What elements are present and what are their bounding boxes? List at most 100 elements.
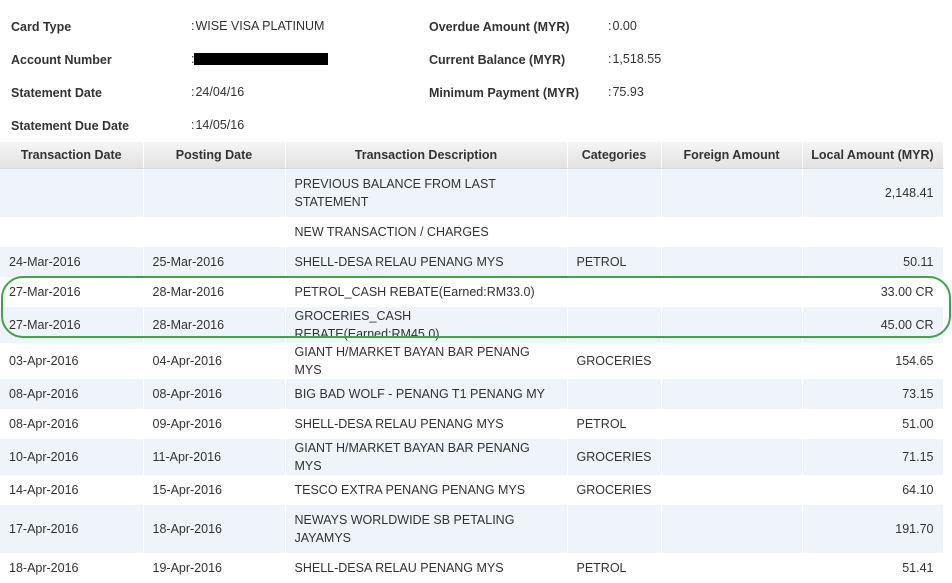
posting-date-cell: 15-Apr-2016	[143, 474, 286, 505]
foreign-amount-cell	[661, 438, 803, 475]
statement-date-label: Statement Date	[11, 86, 102, 100]
description-cell: GIANT H/MARKET BAYAN BAR PENANG MYS	[285, 342, 568, 379]
transaction-date-cell: 27-Mar-2016	[0, 306, 144, 343]
transaction-date-cell: 18-Apr-2016	[0, 552, 144, 583]
category-cell: PETROL	[567, 246, 662, 277]
transaction-date-cell: 08-Apr-2016	[0, 408, 144, 439]
minimum-payment-label: Minimum Payment (MYR)	[429, 86, 580, 100]
description-cell: GIANT H/MARKET BAYAN BAR PENANG MYS	[285, 438, 568, 475]
transaction-date-cell: 10-Apr-2016	[0, 438, 144, 475]
transaction-date-cell: 03-Apr-2016	[0, 342, 144, 379]
table-header-row: Transaction Date Posting Date Transactio…	[0, 142, 944, 169]
overdue-amount-value: 0.00	[608, 19, 636, 33]
description-cell: SHELL-DESA RELAU PENANG MYS	[285, 246, 568, 277]
table-row: 27-Mar-2016 28-Mar-2016 GROCERIES_CASH R…	[0, 306, 944, 343]
table-row: 17-Apr-2016 18-Apr-2016 NEWAYS WORLDWIDE…	[0, 504, 944, 553]
description-cell: SHELL-DESA RELAU PENANG MYS	[285, 408, 568, 439]
posting-date-cell: 09-Apr-2016	[143, 408, 286, 439]
overdue-amount-label: Overdue Amount (MYR)	[429, 20, 570, 34]
header-transaction-date: Transaction Date	[0, 142, 144, 169]
local-amount-cell: 45.00 CR	[802, 306, 944, 343]
table-row: 18-Apr-2016 19-Apr-2016 SHELL-DESA RELAU…	[0, 552, 944, 583]
table-row: 03-Apr-2016 04-Apr-2016 GIANT H/MARKET B…	[0, 342, 944, 379]
table-row: 10-Apr-2016 11-Apr-2016 GIANT H/MARKET B…	[0, 438, 944, 475]
local-amount-cell: 33.00 CR	[802, 276, 944, 307]
local-amount-cell: 73.15	[802, 378, 944, 409]
foreign-amount-cell	[661, 378, 803, 409]
local-amount-cell: 50.11	[802, 246, 944, 277]
statement-due-date-value: 14/05/16	[191, 118, 244, 132]
category-cell: GROCERIES	[567, 438, 662, 475]
statement-date-value: 24/04/16	[191, 85, 244, 99]
posting-date-cell	[143, 216, 286, 247]
description-cell: BIG BAD WOLF - PENANG T1 PENANG MY	[285, 378, 568, 409]
foreign-amount-cell	[661, 408, 803, 439]
table-row: 08-Apr-2016 09-Apr-2016 SHELL-DESA RELAU…	[0, 408, 944, 439]
account-number-label: Account Number	[11, 53, 112, 67]
description-cell: PETROL_CASH REBATE(Earned:RM33.0)	[285, 276, 568, 307]
category-cell	[567, 504, 662, 553]
foreign-amount-cell	[661, 246, 803, 277]
current-balance-label: Current Balance (MYR)	[429, 53, 566, 67]
table-row: PREVIOUS BALANCE FROM LAST STATEMENT 2,1…	[0, 168, 944, 217]
posting-date-cell: 28-Mar-2016	[143, 306, 286, 343]
foreign-amount-cell	[661, 168, 803, 217]
description-cell: TESCO EXTRA PENANG PENANG MYS	[285, 474, 568, 505]
transaction-date-cell	[0, 216, 144, 247]
description-cell: SHELL-DESA RELAU PENANG MYS	[285, 552, 568, 583]
category-cell	[567, 378, 662, 409]
foreign-amount-cell	[661, 504, 803, 553]
table-row: 08-Apr-2016 08-Apr-2016 BIG BAD WOLF - P…	[0, 378, 944, 409]
category-cell: GROCERIES	[567, 474, 662, 505]
table-row: 24-Mar-2016 25-Mar-2016 SHELL-DESA RELAU…	[0, 246, 944, 277]
foreign-amount-cell	[661, 306, 803, 343]
minimum-payment-value: 75.93	[608, 85, 643, 99]
category-cell	[567, 216, 662, 247]
transaction-date-cell: 24-Mar-2016	[0, 246, 144, 277]
local-amount-cell: 154.65	[802, 342, 944, 379]
current-balance-value: 1,518.55	[608, 52, 661, 66]
table-row: 27-Mar-2016 28-Mar-2016 PETROL_CASH REBA…	[0, 276, 944, 307]
local-amount-cell: 64.10	[802, 474, 944, 505]
local-amount-cell: 2,148.41	[802, 168, 944, 217]
table-row: NEW TRANSACTION / CHARGES	[0, 216, 944, 247]
transactions-table: Transaction Date Posting Date Transactio…	[0, 142, 944, 583]
posting-date-cell: 04-Apr-2016	[143, 342, 286, 379]
transaction-date-cell: 27-Mar-2016	[0, 276, 144, 307]
table-row: 14-Apr-2016 15-Apr-2016 TESCO EXTRA PENA…	[0, 474, 944, 505]
local-amount-cell: 71.15	[802, 438, 944, 475]
posting-date-cell: 18-Apr-2016	[143, 504, 286, 553]
header-foreign-amount: Foreign Amount	[661, 142, 803, 169]
description-cell: NEW TRANSACTION / CHARGES	[285, 216, 568, 247]
card-type-label: Card Type	[11, 20, 72, 34]
category-cell: PETROL	[567, 408, 662, 439]
statement-due-date-label: Statement Due Date	[11, 119, 130, 133]
posting-date-cell: 28-Mar-2016	[143, 276, 286, 307]
posting-date-cell	[143, 168, 286, 217]
local-amount-cell: 191.70	[802, 504, 944, 553]
category-cell: GROCERIES	[567, 342, 662, 379]
header-posting-date: Posting Date	[143, 142, 286, 169]
description-cell: GROCERIES_CASH REBATE(Earned:RM45.0)	[285, 306, 568, 343]
header-local-amount: Local Amount (MYR)	[802, 142, 944, 169]
redaction-bar	[194, 53, 328, 65]
category-cell: PETROL	[567, 552, 662, 583]
description-cell: PREVIOUS BALANCE FROM LAST STATEMENT	[285, 168, 568, 217]
header-categories: Categories	[567, 142, 662, 169]
transaction-date-cell: 17-Apr-2016	[0, 504, 144, 553]
foreign-amount-cell	[661, 216, 803, 247]
local-amount-cell: 51.00	[802, 408, 944, 439]
foreign-amount-cell	[661, 342, 803, 379]
header-transaction-description: Transaction Description	[285, 142, 568, 169]
foreign-amount-cell	[661, 552, 803, 583]
statement-summary: Card Type WISE VISA PLATINUM Account Num…	[0, 0, 952, 142]
posting-date-cell: 11-Apr-2016	[143, 438, 286, 475]
category-cell	[567, 306, 662, 343]
foreign-amount-cell	[661, 474, 803, 505]
transaction-date-cell: 08-Apr-2016	[0, 378, 144, 409]
local-amount-cell: 51.41	[802, 552, 944, 583]
category-cell	[567, 276, 662, 307]
card-type-value: WISE VISA PLATINUM	[191, 19, 324, 33]
transaction-date-cell	[0, 168, 144, 217]
foreign-amount-cell	[661, 276, 803, 307]
